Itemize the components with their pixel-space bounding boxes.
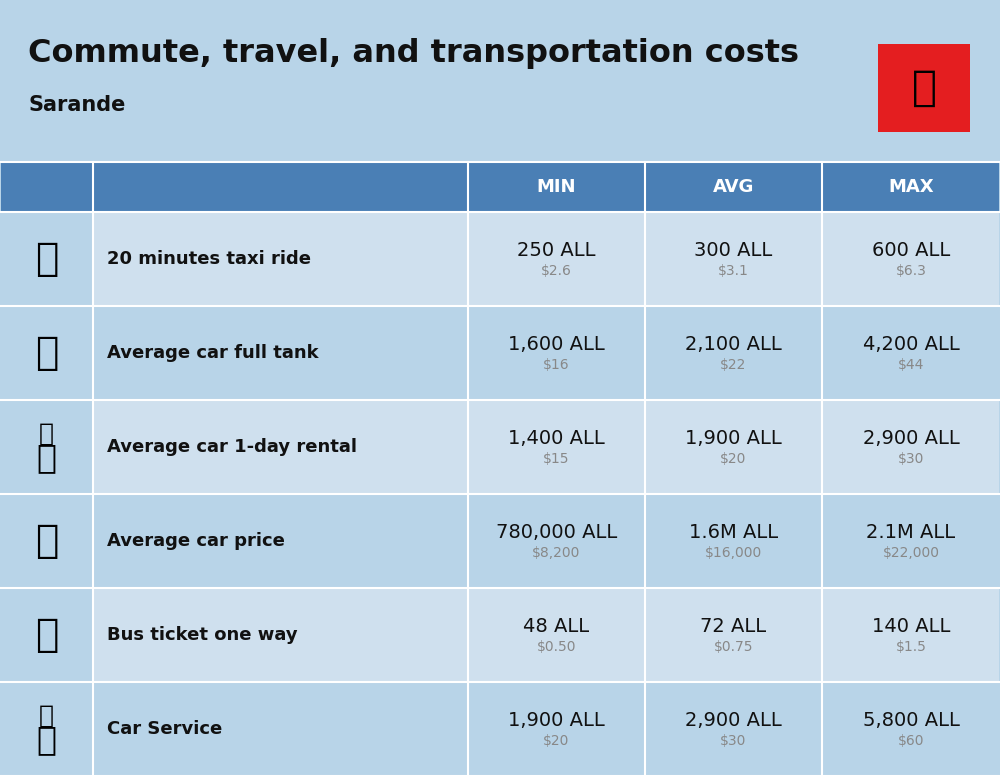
Text: MAX: MAX: [888, 178, 934, 196]
Text: 250 ALL: 250 ALL: [517, 241, 596, 259]
Bar: [94, 589, 467, 681]
Text: 72 ALL: 72 ALL: [700, 616, 767, 636]
Bar: [823, 213, 999, 305]
Text: Bus ticket one way: Bus ticket one way: [107, 626, 298, 644]
Text: $44: $44: [898, 358, 924, 372]
Text: 1,900 ALL: 1,900 ALL: [685, 428, 782, 448]
Bar: [646, 163, 821, 211]
Text: Average car full tank: Average car full tank: [107, 344, 319, 362]
Text: Average car price: Average car price: [107, 532, 285, 550]
Bar: [94, 495, 467, 587]
Text: Car Service: Car Service: [107, 720, 222, 738]
Bar: [1, 495, 92, 587]
Bar: [646, 495, 821, 587]
Bar: [94, 213, 467, 305]
Bar: [646, 683, 821, 775]
Text: $30: $30: [898, 452, 924, 466]
Text: 🚙: 🚙: [36, 442, 56, 474]
Bar: [646, 589, 821, 681]
Bar: [823, 307, 999, 399]
Text: 🚌: 🚌: [35, 616, 58, 654]
Text: $3.1: $3.1: [718, 264, 749, 278]
Bar: [1, 213, 92, 305]
Text: 600 ALL: 600 ALL: [872, 241, 950, 259]
Text: 🚗: 🚗: [35, 522, 58, 560]
Text: $22,000: $22,000: [883, 546, 940, 560]
Text: 140 ALL: 140 ALL: [872, 616, 950, 636]
Bar: [823, 401, 999, 493]
Bar: [646, 307, 821, 399]
Text: $15: $15: [543, 452, 570, 466]
Text: AVG: AVG: [713, 178, 754, 196]
Bar: [646, 213, 821, 305]
Text: $20: $20: [543, 734, 570, 748]
Text: $30: $30: [720, 734, 747, 748]
Text: $2.6: $2.6: [541, 264, 572, 278]
Bar: [469, 495, 644, 587]
Text: 1,900 ALL: 1,900 ALL: [508, 711, 605, 729]
Bar: [878, 44, 970, 132]
Bar: [94, 307, 467, 399]
Text: 20 minutes taxi ride: 20 minutes taxi ride: [107, 250, 311, 268]
Text: $8,200: $8,200: [532, 546, 581, 560]
Text: 🔧: 🔧: [39, 422, 54, 446]
Text: $6.3: $6.3: [896, 264, 926, 278]
Bar: [823, 495, 999, 587]
Text: $20: $20: [720, 452, 747, 466]
Text: Commute, travel, and transportation costs: Commute, travel, and transportation cost…: [28, 38, 799, 69]
Text: $16,000: $16,000: [705, 546, 762, 560]
Text: 4,200 ALL: 4,200 ALL: [863, 334, 959, 354]
Text: ⛽: ⛽: [35, 334, 58, 372]
Text: $60: $60: [898, 734, 924, 748]
Bar: [94, 163, 467, 211]
Text: 1,400 ALL: 1,400 ALL: [508, 428, 605, 448]
Text: $1.5: $1.5: [896, 640, 926, 654]
Text: 1.6M ALL: 1.6M ALL: [689, 522, 778, 542]
Text: 1,600 ALL: 1,600 ALL: [508, 334, 605, 354]
Bar: [469, 683, 644, 775]
Bar: [469, 163, 644, 211]
Text: 2,100 ALL: 2,100 ALL: [685, 334, 782, 354]
Text: 5,800 ALL: 5,800 ALL: [863, 711, 959, 729]
Bar: [823, 589, 999, 681]
Text: $0.75: $0.75: [714, 640, 753, 654]
Text: Sarande: Sarande: [28, 95, 125, 115]
Bar: [469, 213, 644, 305]
Text: 2.1M ALL: 2.1M ALL: [866, 522, 956, 542]
Text: 🔧: 🔧: [39, 704, 54, 728]
Bar: [1, 401, 92, 493]
Text: 780,000 ALL: 780,000 ALL: [496, 522, 617, 542]
Bar: [1, 589, 92, 681]
Bar: [823, 683, 999, 775]
Bar: [94, 401, 467, 493]
Bar: [94, 683, 467, 775]
Text: Average car 1-day rental: Average car 1-day rental: [107, 438, 357, 456]
Text: $16: $16: [543, 358, 570, 372]
Text: 2,900 ALL: 2,900 ALL: [685, 711, 782, 729]
Text: $22: $22: [720, 358, 747, 372]
Text: 🚗: 🚗: [36, 723, 56, 757]
Text: MIN: MIN: [537, 178, 576, 196]
Text: 🦅: 🦅: [912, 67, 936, 109]
Text: 300 ALL: 300 ALL: [694, 241, 773, 259]
Text: 48 ALL: 48 ALL: [523, 616, 590, 636]
Bar: [1, 683, 92, 775]
Text: 🚕: 🚕: [35, 240, 58, 278]
Bar: [1, 163, 92, 211]
Bar: [1, 307, 92, 399]
Bar: [646, 401, 821, 493]
Text: 2,900 ALL: 2,900 ALL: [863, 428, 959, 448]
Text: $0.50: $0.50: [537, 640, 576, 654]
Bar: [469, 401, 644, 493]
Bar: [469, 307, 644, 399]
Bar: [469, 589, 644, 681]
Bar: [823, 163, 999, 211]
